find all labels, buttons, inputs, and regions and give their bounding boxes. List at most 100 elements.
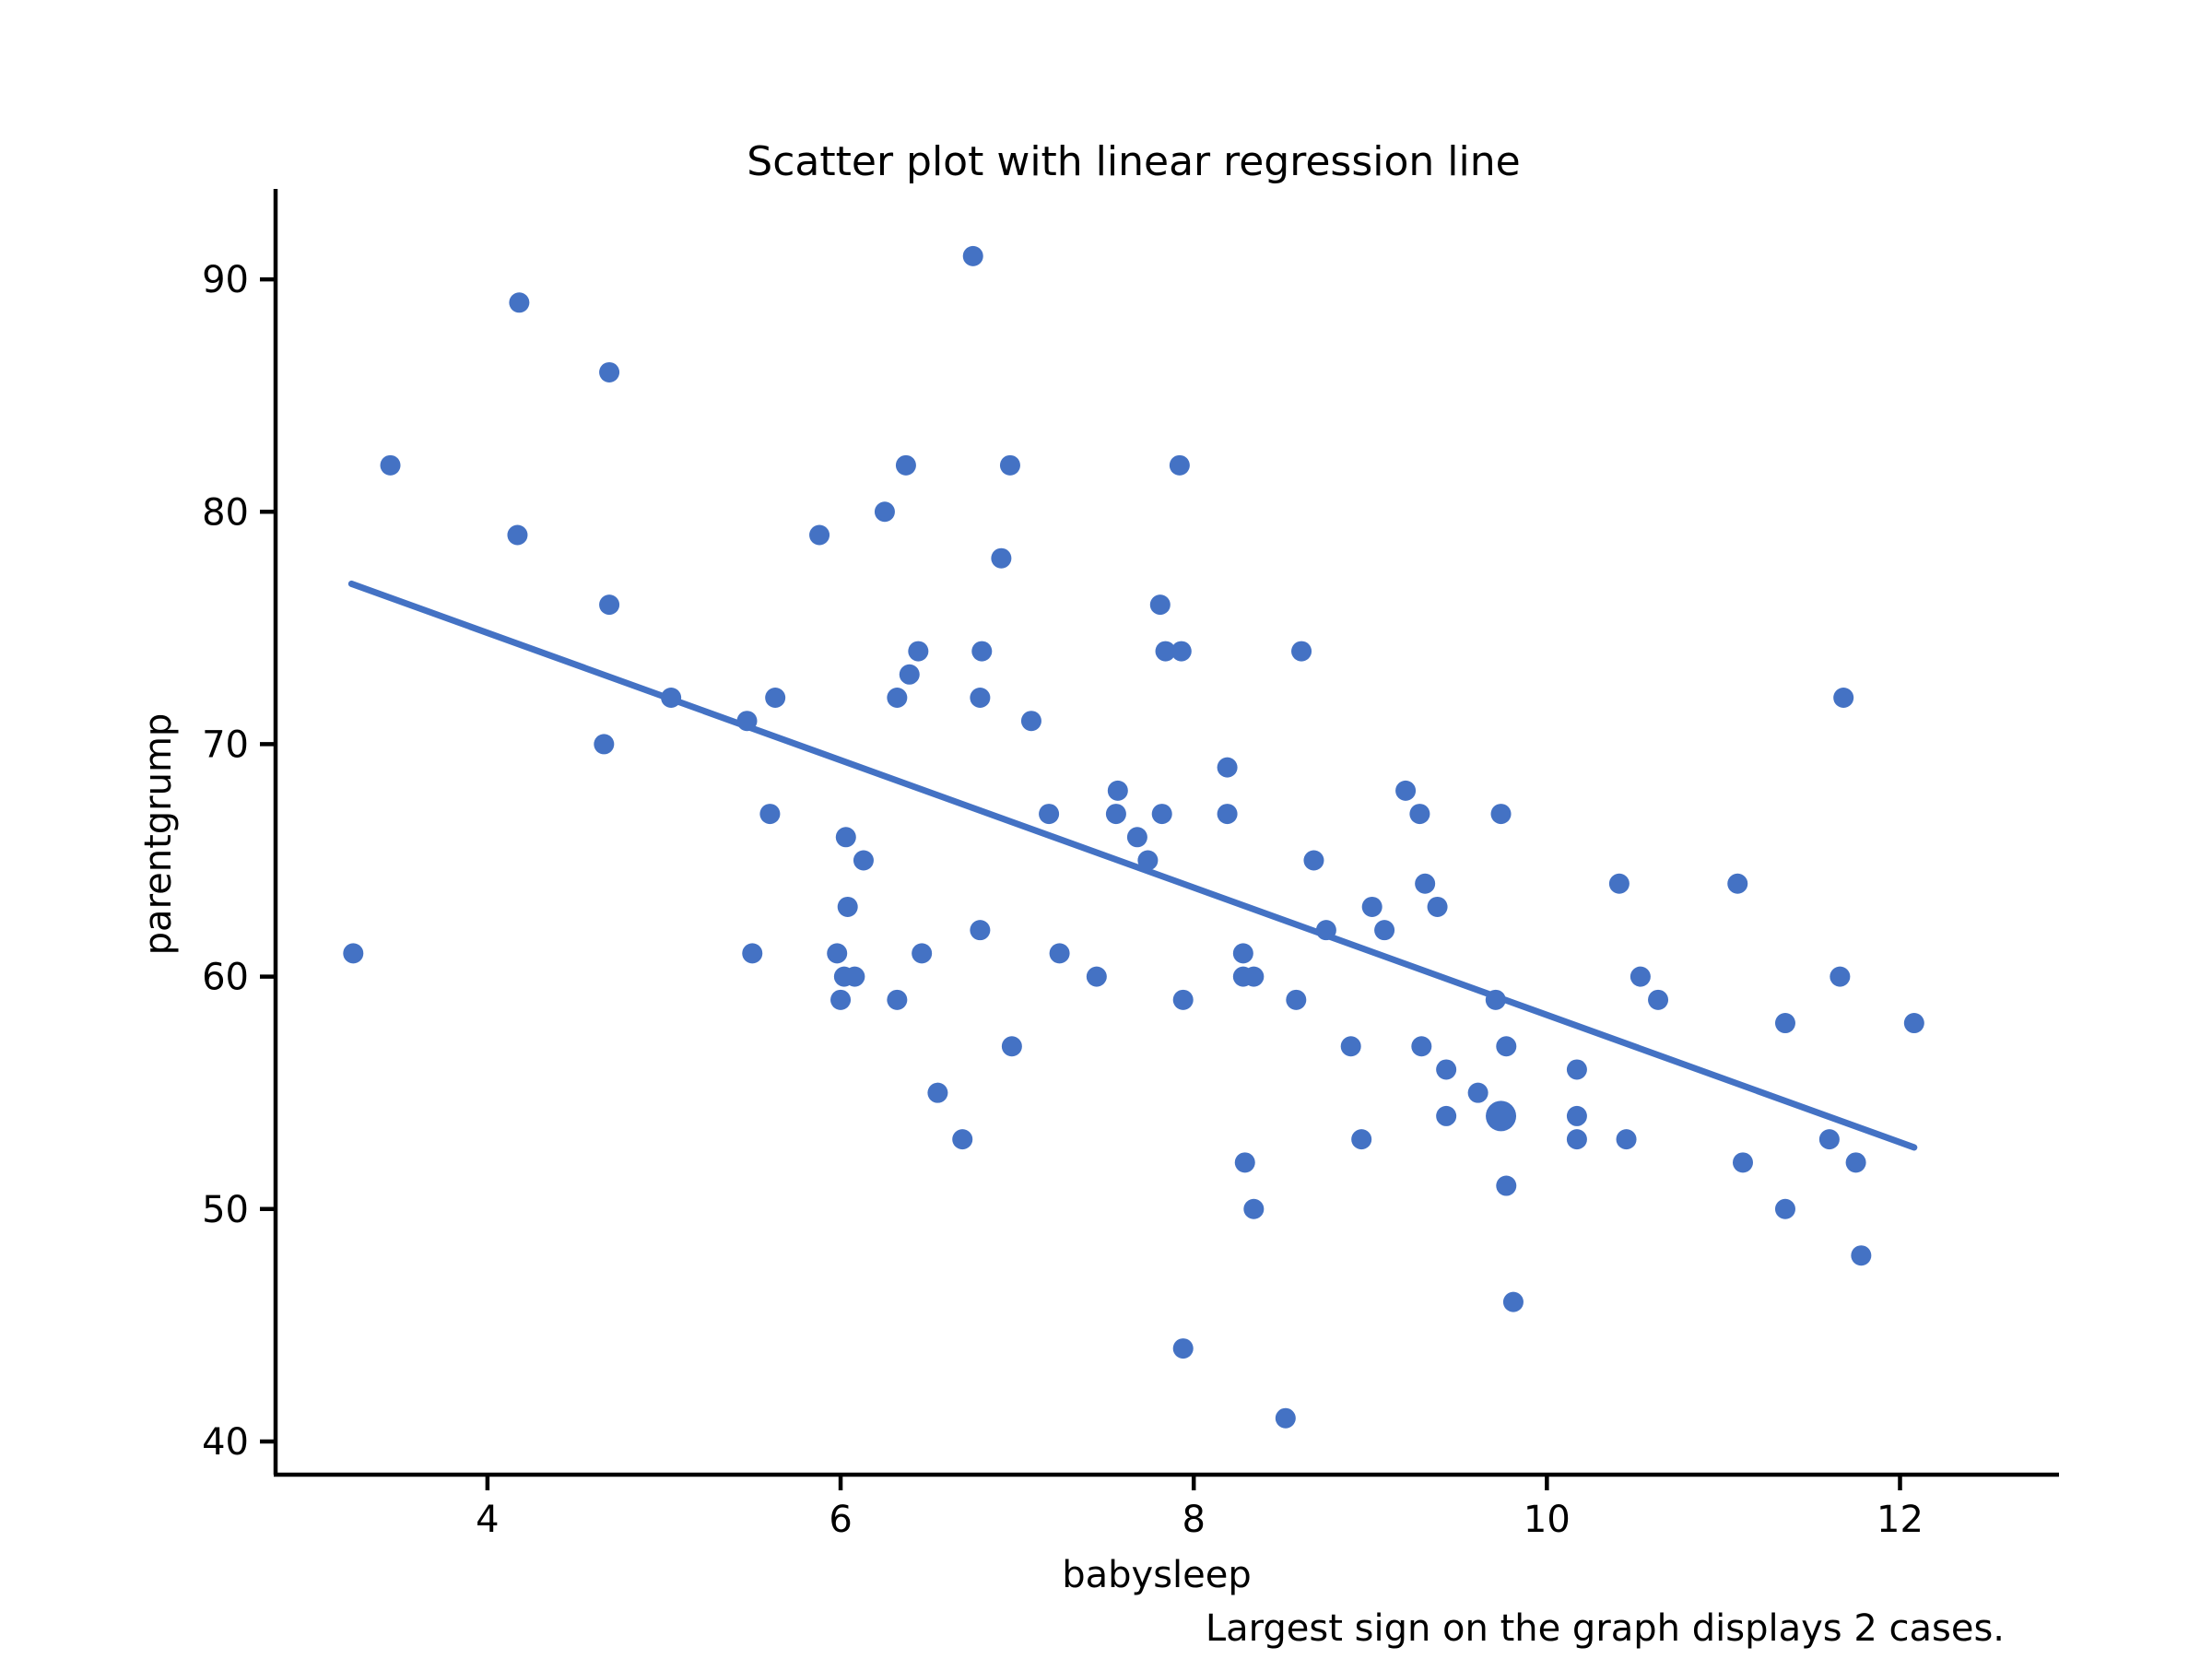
data-point [1395, 780, 1417, 801]
data-point [1409, 804, 1430, 825]
data-point [1049, 943, 1070, 964]
data-point [742, 943, 763, 964]
data-point [1291, 641, 1312, 662]
y-tick-label: 40 [202, 1421, 249, 1464]
data-point [1616, 1129, 1637, 1150]
axes-spines [273, 189, 2059, 1477]
x-tick-label: 4 [476, 1499, 499, 1541]
data-point [895, 454, 916, 476]
y-tick-label: 50 [202, 1189, 249, 1231]
data-point [1361, 896, 1382, 917]
data-point [1151, 804, 1172, 825]
data-point [1566, 1059, 1587, 1080]
data-point [343, 943, 364, 964]
data-point [1126, 827, 1147, 848]
data-point [874, 501, 895, 523]
data-point [971, 641, 993, 662]
data-point [759, 804, 781, 825]
data-point [809, 524, 830, 546]
data-point [1234, 1152, 1255, 1173]
x-tick-label: 12 [1877, 1499, 1924, 1541]
x-axis-label: babysleep [1062, 1554, 1252, 1596]
data-point [1105, 804, 1126, 825]
data-point [1496, 1175, 1517, 1196]
data-point [1818, 1129, 1840, 1150]
data-point [1001, 1036, 1022, 1057]
data-point [1502, 1291, 1524, 1312]
footnote: Largest sign on the graph displays 2 cas… [1206, 1607, 2005, 1650]
data-point [1172, 1338, 1194, 1359]
x-tick-label: 6 [829, 1499, 852, 1541]
data-point [1830, 966, 1851, 987]
data-point [1903, 1013, 1924, 1034]
data-point [1351, 1129, 1372, 1150]
data-point [1833, 687, 1854, 708]
data-point [927, 1082, 948, 1103]
data-point [1374, 920, 1395, 941]
data-point [1149, 594, 1171, 616]
data-point [1169, 454, 1190, 476]
data-point [1427, 896, 1448, 917]
data-point [599, 594, 620, 616]
data-point [594, 734, 615, 755]
data-point [1217, 757, 1238, 778]
data-point [827, 943, 848, 964]
data-point [887, 989, 908, 1010]
data-point [1286, 989, 1307, 1010]
data-point [908, 641, 929, 662]
data-point [507, 524, 528, 546]
data-point [1155, 641, 1176, 662]
data-point [1086, 966, 1107, 987]
data-point [899, 664, 920, 685]
data-point [1107, 780, 1128, 801]
data-point [380, 454, 401, 476]
x-tick-label: 10 [1524, 1499, 1571, 1541]
data-point [1845, 1152, 1866, 1173]
data-point [1039, 804, 1060, 825]
data-point [952, 1129, 973, 1150]
x-axis-ticks: 4 6 8 10 12 [476, 1475, 1924, 1541]
data-point [844, 966, 865, 987]
data-point [1303, 850, 1324, 871]
data-point [830, 989, 852, 1010]
data-point [999, 454, 1020, 476]
data-point [1774, 1013, 1795, 1034]
data-point [599, 361, 620, 382]
y-tick-label: 90 [202, 259, 249, 301]
y-tick-label: 60 [202, 957, 249, 999]
data-point [887, 687, 908, 708]
data-point [1137, 850, 1159, 871]
chart-title: Scatter plot with linear regression line [747, 138, 1520, 185]
data-point [1774, 1198, 1795, 1219]
data-point [835, 827, 856, 848]
data-point [1415, 873, 1436, 894]
data-point [1436, 1105, 1457, 1126]
data-point [970, 920, 991, 941]
data-point [1732, 1152, 1753, 1173]
data-point [765, 687, 786, 708]
y-tick-label: 70 [202, 724, 249, 766]
data-point [1630, 966, 1651, 987]
data-point [1411, 1036, 1432, 1057]
y-axis-ticks: 40 50 60 70 80 90 [202, 259, 276, 1464]
data-point [1566, 1105, 1587, 1126]
data-point [1243, 1198, 1265, 1219]
data-point [1020, 711, 1041, 732]
data-point [991, 547, 1012, 569]
data-point [1566, 1129, 1587, 1150]
data-point [912, 943, 933, 964]
y-tick-label: 80 [202, 491, 249, 534]
data-point [1436, 1059, 1457, 1080]
data-point [1496, 1036, 1517, 1057]
regression-line [347, 580, 1918, 1151]
data-point [1172, 989, 1194, 1010]
data-point [1232, 943, 1253, 964]
data-point [1727, 873, 1748, 894]
data-point [509, 292, 530, 313]
data-point [1275, 1407, 1296, 1429]
x-tick-label: 8 [1182, 1499, 1205, 1541]
data-point [1608, 873, 1630, 894]
data-point [1217, 804, 1238, 825]
